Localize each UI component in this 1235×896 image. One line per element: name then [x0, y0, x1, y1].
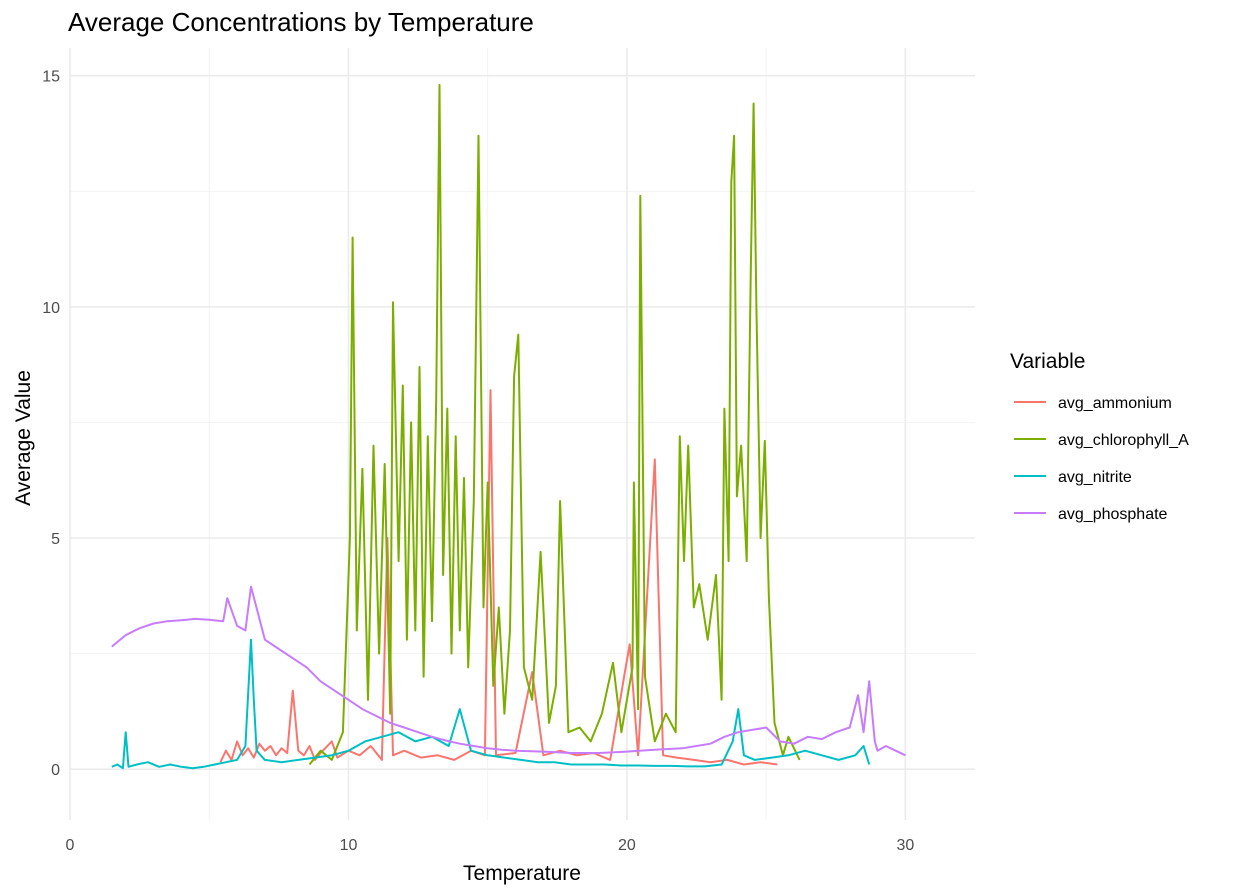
y-tick-label: 10: [42, 300, 60, 317]
y-tick-label: 0: [51, 762, 60, 779]
legend-label-avg-nitrite: avg_nitrite: [1058, 469, 1132, 486]
x-axis-ticks: 0 10 20 30: [66, 837, 915, 854]
legend-label-avg-ammonium: avg_ammonium: [1058, 395, 1172, 412]
x-axis-title: Temperature: [463, 862, 581, 885]
series-line-avg-chlorophyll-A: [308, 84, 801, 766]
series-layer: [111, 84, 906, 770]
x-tick-label: 30: [896, 837, 914, 854]
y-tick-label: 15: [42, 69, 60, 86]
x-tick-label: 20: [618, 837, 636, 854]
x-tick-label: 10: [340, 837, 358, 854]
chart-title: Average Concentrations by Temperature: [68, 7, 534, 37]
series-line-avg-phosphate: [111, 585, 906, 757]
legend-title: Variable: [1010, 350, 1086, 373]
series-line-avg-nitrite: [111, 638, 871, 770]
legend-label-avg-phosphate: avg_phosphate: [1058, 506, 1168, 523]
series-line-avg-ammonium: [219, 389, 778, 766]
grid: [69, 48, 975, 820]
y-axis-ticks: 0 5 10 15: [42, 69, 60, 779]
x-tick-label: 0: [66, 837, 75, 854]
legend: Variable avg_ammonium avg_chlorophyll_Aav…: [1010, 350, 1189, 523]
y-tick-label: 5: [51, 531, 60, 548]
legend-label-avg-chlorophyll-A: avg_chlorophyll_A: [1058, 432, 1189, 449]
y-axis-title: Average Value: [12, 370, 35, 506]
